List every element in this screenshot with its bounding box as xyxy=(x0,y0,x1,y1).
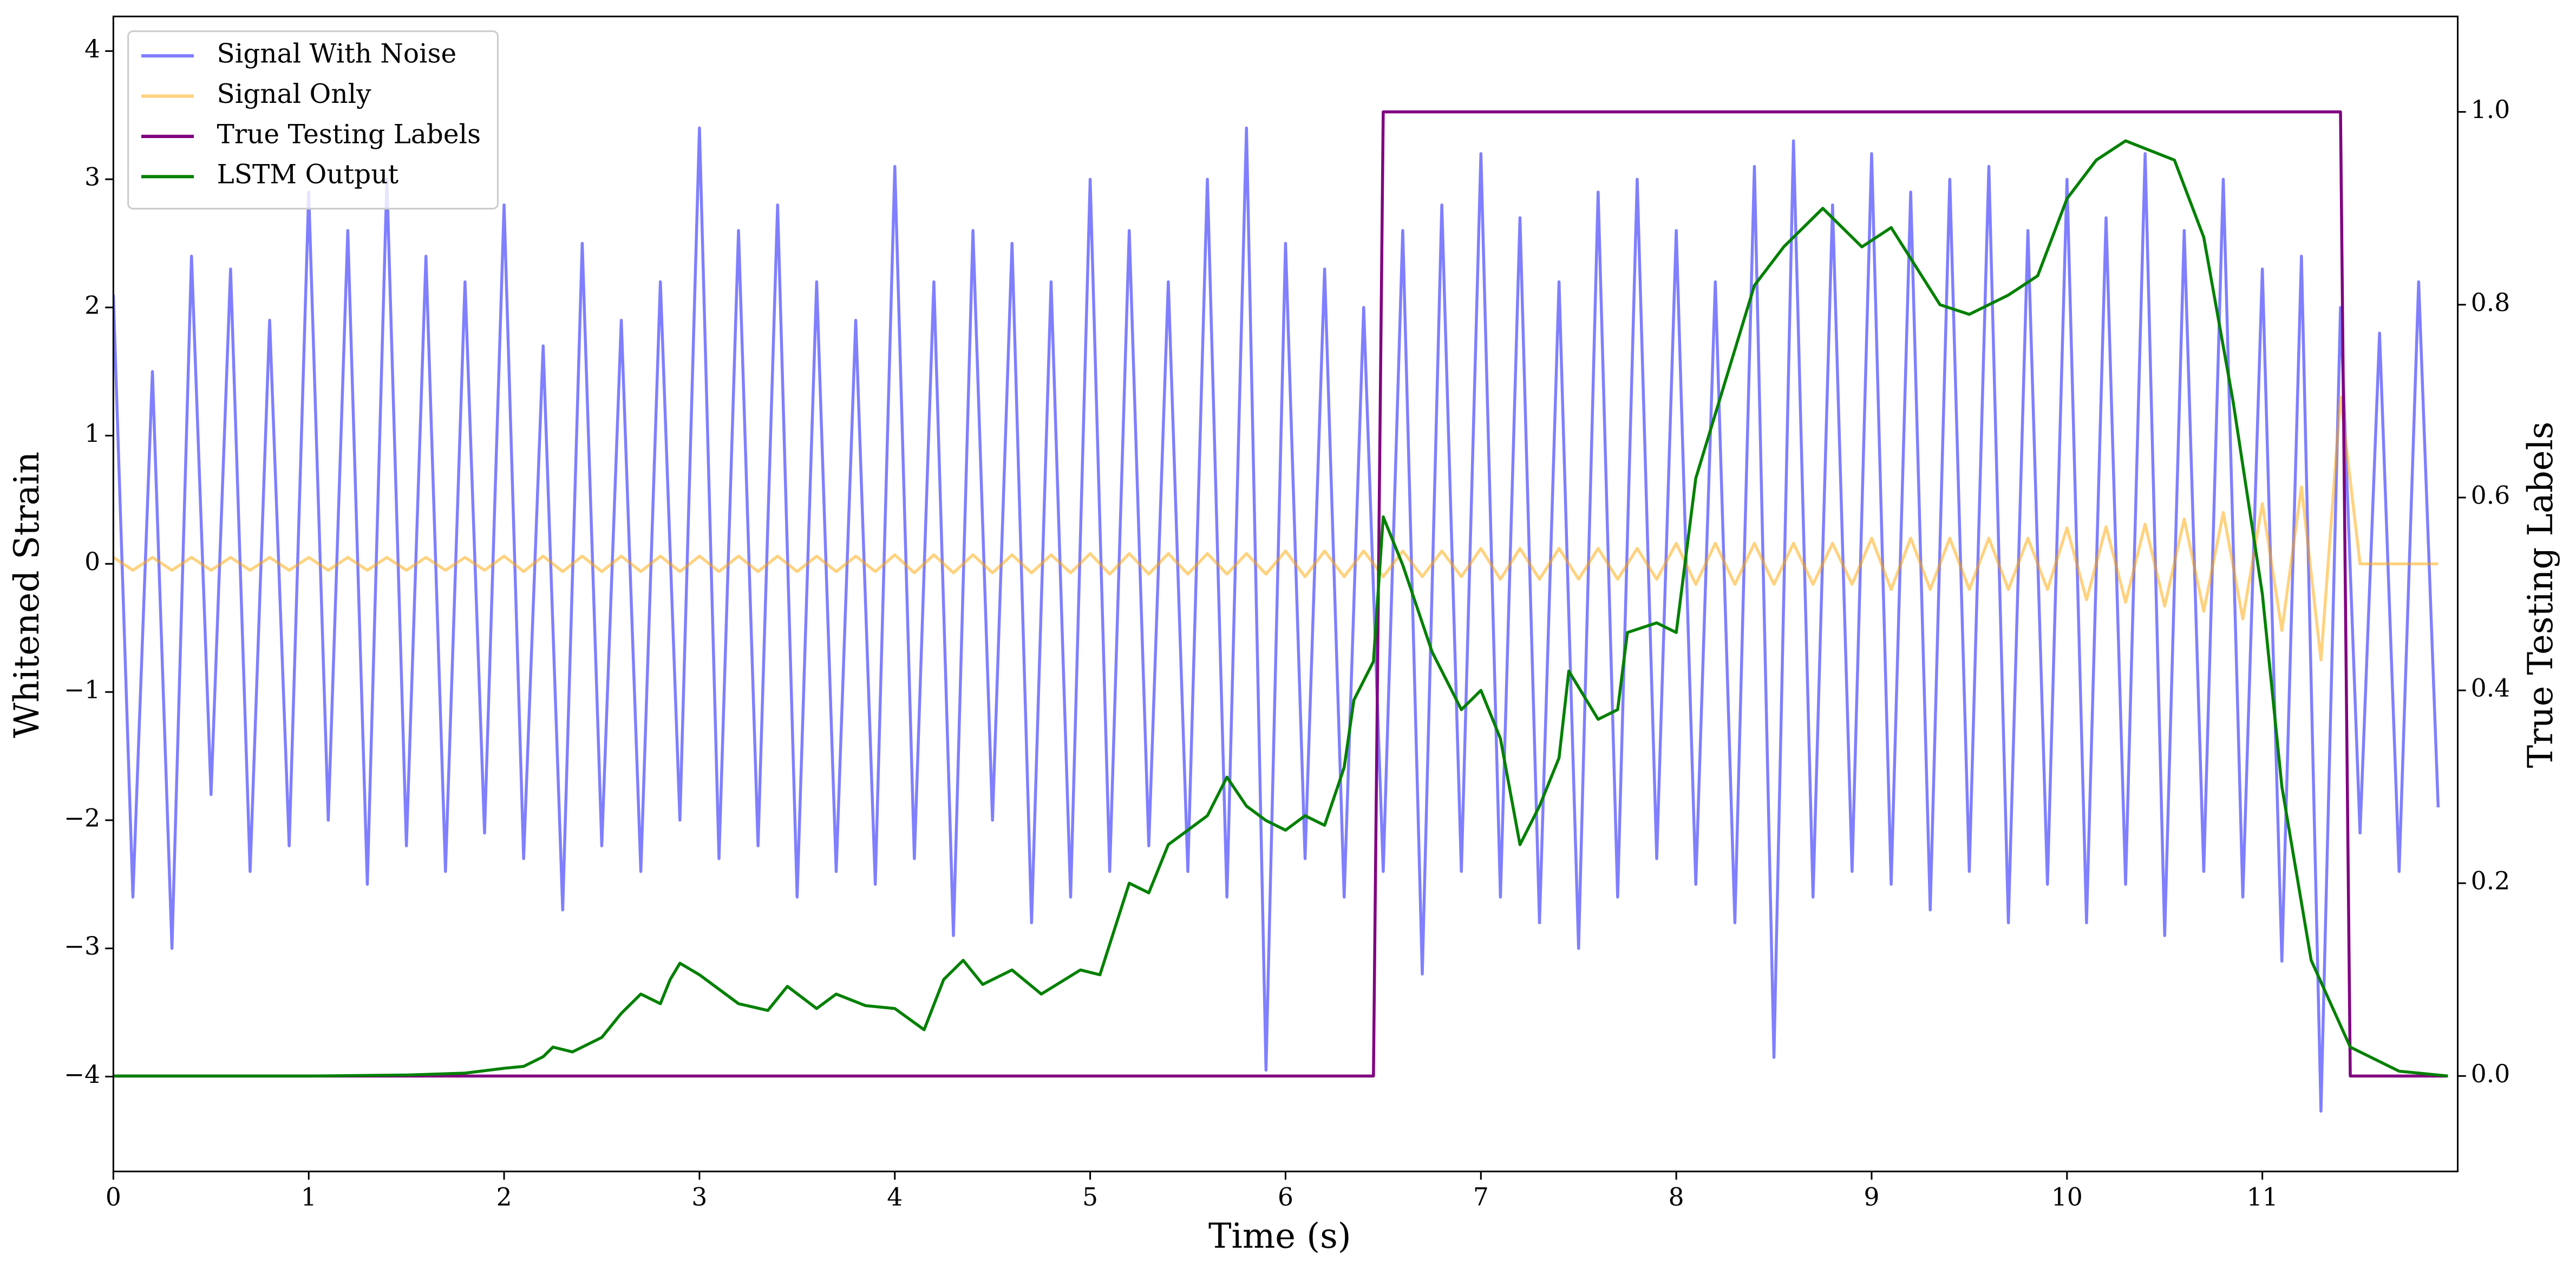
x-tick-label: 1 xyxy=(301,1183,317,1212)
y-tick-label: 3 xyxy=(84,163,100,192)
y2-tick-label: 0.0 xyxy=(2471,1060,2510,1088)
x-tick-label: 4 xyxy=(887,1183,903,1212)
x-tick-label: 11 xyxy=(2247,1183,2278,1212)
y2-tick-label: 0.6 xyxy=(2471,481,2510,509)
y-tick-label: −4 xyxy=(64,1060,100,1089)
x-tick-label: 3 xyxy=(691,1183,707,1212)
x-tick-label: 6 xyxy=(1278,1183,1293,1212)
x-tick-label: 5 xyxy=(1082,1183,1098,1212)
legend-label: Signal With Noise xyxy=(217,39,457,69)
y2-tick-label: 1.0 xyxy=(2471,95,2510,124)
legend: Signal With Noise Signal Only True Testing… xyxy=(127,30,499,210)
x-tick-label: 9 xyxy=(1864,1183,1880,1212)
y2-tick-label: 0.2 xyxy=(2471,867,2510,896)
data-line xyxy=(113,139,2448,1078)
y-tick-label: −3 xyxy=(64,932,100,961)
x-tick-label: 10 xyxy=(2051,1183,2083,1212)
x-axis-label: Time (s) xyxy=(1208,1217,1351,1257)
y-tick-label: 4 xyxy=(84,35,100,63)
y2-tick-label: 0.4 xyxy=(2471,674,2510,703)
data-line xyxy=(113,395,2438,662)
x-tick-label: 0 xyxy=(106,1183,121,1212)
x-tick-label: 8 xyxy=(1669,1183,1684,1212)
y-tick-label: 2 xyxy=(84,291,100,319)
legend-label: Signal Only xyxy=(217,79,372,109)
y-axis-label: Whitened Strain xyxy=(7,452,47,738)
legend-label: LSTM Output xyxy=(217,160,399,190)
y-tick-label: −2 xyxy=(64,803,100,832)
y-tick-label: 0 xyxy=(84,547,100,576)
y-tick-label: −1 xyxy=(64,676,100,704)
x-tick-label: 2 xyxy=(496,1183,512,1212)
data-line xyxy=(113,110,2448,1078)
legend-label: True Testing Labels xyxy=(217,119,481,149)
y2-axis-label: True Testing Labels xyxy=(2521,422,2561,768)
y2-tick-label: 0.8 xyxy=(2471,288,2510,317)
legend-box xyxy=(127,30,499,210)
data-line xyxy=(113,126,2440,1113)
plot-frame xyxy=(112,15,2459,1173)
y-tick-label: 1 xyxy=(84,419,100,448)
x-tick-label: 7 xyxy=(1473,1183,1489,1212)
